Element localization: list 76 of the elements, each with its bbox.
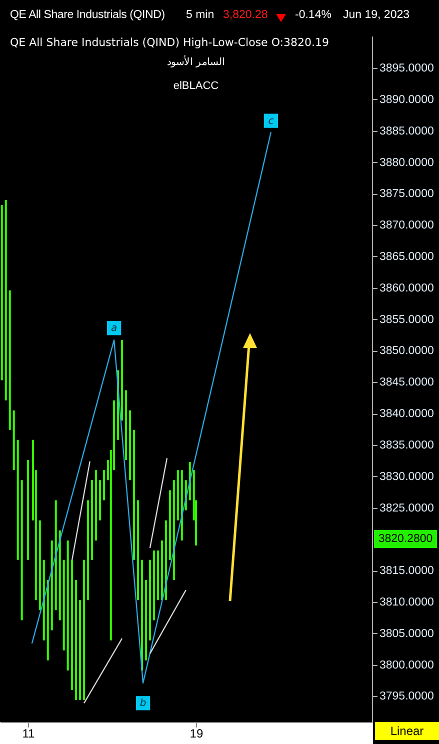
text: Linear xyxy=(375,722,439,740)
y-tick-label: 3890.0000 xyxy=(380,94,434,106)
bar xyxy=(20,480,23,620)
y-tick-label: 3885.0000 xyxy=(380,125,434,138)
bar xyxy=(54,500,57,610)
bar xyxy=(172,480,175,580)
bar xyxy=(164,520,167,600)
annotation: elBLACC xyxy=(172,80,220,92)
bar xyxy=(12,410,15,470)
bar xyxy=(75,580,78,700)
text: 5 min xyxy=(186,9,214,21)
bar xyxy=(26,460,29,560)
bar xyxy=(133,430,136,560)
y-tick-label: 3800.0000 xyxy=(380,659,434,672)
bar xyxy=(38,520,41,610)
bar xyxy=(137,500,140,600)
bar xyxy=(58,530,61,620)
bar xyxy=(94,470,97,540)
bar xyxy=(160,540,163,600)
x-tick-label: 11 xyxy=(22,726,35,740)
chart-subtitle: QE All Share Industrials (QIND) High-Low-Close O:3820.19 xyxy=(10,36,329,49)
y-tick-label: 3835.0000 xyxy=(380,439,434,452)
bar xyxy=(0,204,3,380)
bar xyxy=(8,290,11,430)
y-tick-label: 3830.0000 xyxy=(380,470,434,483)
y-tick-label: 3810.0000 xyxy=(380,596,434,609)
bar xyxy=(152,550,155,620)
annotation: السامر الأسود xyxy=(166,56,226,68)
y-tick-label: 3825.0000 xyxy=(380,502,434,514)
chart-title: QE All Share Industrials (QIND) xyxy=(10,9,165,21)
bar xyxy=(140,560,143,670)
y-tick-label: 3795.0000 xyxy=(380,690,434,703)
y-tick-label: 3840.0000 xyxy=(380,408,434,420)
y-tick-label: 3895.0000 xyxy=(380,62,434,75)
bar xyxy=(4,200,7,400)
annotation: a xyxy=(110,323,118,334)
bar xyxy=(62,560,65,650)
text: 3820.2800 xyxy=(374,530,437,548)
annotation: c xyxy=(268,116,274,127)
y-tick-label: 3855.0000 xyxy=(380,314,434,326)
y-tick-label: 3860.0000 xyxy=(380,282,434,294)
y-tick-label: 3865.0000 xyxy=(380,251,434,263)
line-series xyxy=(31,132,272,684)
y-tick-label: 3815.0000 xyxy=(380,565,434,578)
text: -0.14% xyxy=(295,9,332,21)
bar xyxy=(83,560,86,700)
bar xyxy=(176,470,179,520)
bar xyxy=(144,580,147,660)
bar xyxy=(42,560,45,640)
bar xyxy=(129,410,132,480)
bar xyxy=(71,560,74,690)
bar xyxy=(87,500,90,600)
text: 3,820.28 xyxy=(223,9,268,21)
bar xyxy=(102,470,105,500)
bar xyxy=(50,540,53,630)
bar xyxy=(148,560,151,640)
bar xyxy=(180,470,183,540)
bar xyxy=(156,550,159,600)
bar xyxy=(168,490,171,560)
y-tick-label: 3845.0000 xyxy=(380,376,434,389)
bar xyxy=(16,440,19,560)
y-tick-label: 3850.0000 xyxy=(380,345,434,358)
y-tick-label: 3805.0000 xyxy=(380,628,434,640)
bar xyxy=(79,600,82,700)
bar xyxy=(46,580,49,660)
bar xyxy=(91,480,93,560)
y-tick-label: 3870.0000 xyxy=(380,220,434,232)
y-tick-label: 3875.0000 xyxy=(380,188,434,200)
annotation: b xyxy=(140,698,146,710)
y-tick-label: 3880.0000 xyxy=(380,156,434,169)
bar xyxy=(121,340,124,420)
bar xyxy=(98,480,101,520)
x-tick-label: 19 xyxy=(190,726,204,740)
text: Jun 19, 2023 xyxy=(343,9,410,21)
bar xyxy=(66,540,69,670)
bar xyxy=(125,390,128,460)
